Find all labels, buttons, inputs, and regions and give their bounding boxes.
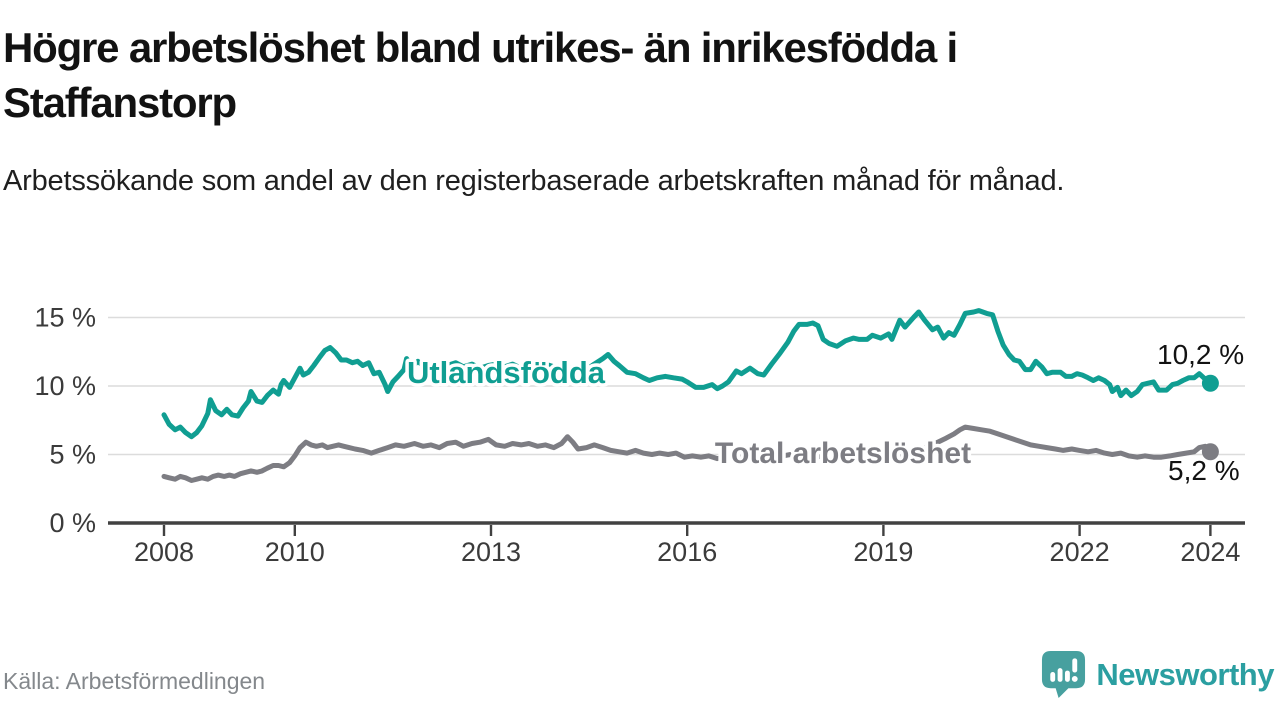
series-end-value-label: 10,2 % xyxy=(1157,339,1244,370)
x-axis-tick-label: 2024 xyxy=(1180,537,1240,567)
series-inline-label: Utlandsfödda xyxy=(407,355,606,390)
x-axis-tick-label: 2013 xyxy=(461,537,521,567)
x-axis-tick-label: 2022 xyxy=(1050,537,1110,567)
source-note: Källa: Arbetsförmedlingen xyxy=(3,668,266,694)
y-axis-tick-label: 5 % xyxy=(49,440,96,470)
y-axis-tick-label: 15 % xyxy=(34,303,96,333)
series-end-dot-utlandsfodda xyxy=(1201,374,1219,392)
newsworthy-speech-bubble-icon xyxy=(1042,651,1086,698)
y-axis-tick-label: 0 % xyxy=(49,508,96,538)
newsworthy-logo: Newsworthy xyxy=(1040,650,1274,699)
x-axis-tick-label: 2016 xyxy=(657,537,717,567)
newsworthy-wordmark: Newsworthy xyxy=(1096,656,1274,692)
chart-title: Högre arbetslöshet bland utrikes- än inr… xyxy=(3,24,958,127)
series-line-utlandsfodda xyxy=(161,308,1213,440)
series-inline-label: Total arbetslöshet xyxy=(715,437,971,470)
series-line-total xyxy=(161,424,1213,483)
series-end-value-label: 5,2 % xyxy=(1168,455,1240,486)
x-axis-tick-label: 2008 xyxy=(134,537,194,567)
series-end-dot-total xyxy=(1201,443,1219,461)
x-axis-tick-label: 2019 xyxy=(853,537,913,567)
y-axis-tick-label: 10 % xyxy=(34,371,96,401)
chart-subtitle: Arbetssökande som andel av den registerb… xyxy=(3,165,1065,197)
x-axis-tick-label: 2010 xyxy=(265,537,325,567)
